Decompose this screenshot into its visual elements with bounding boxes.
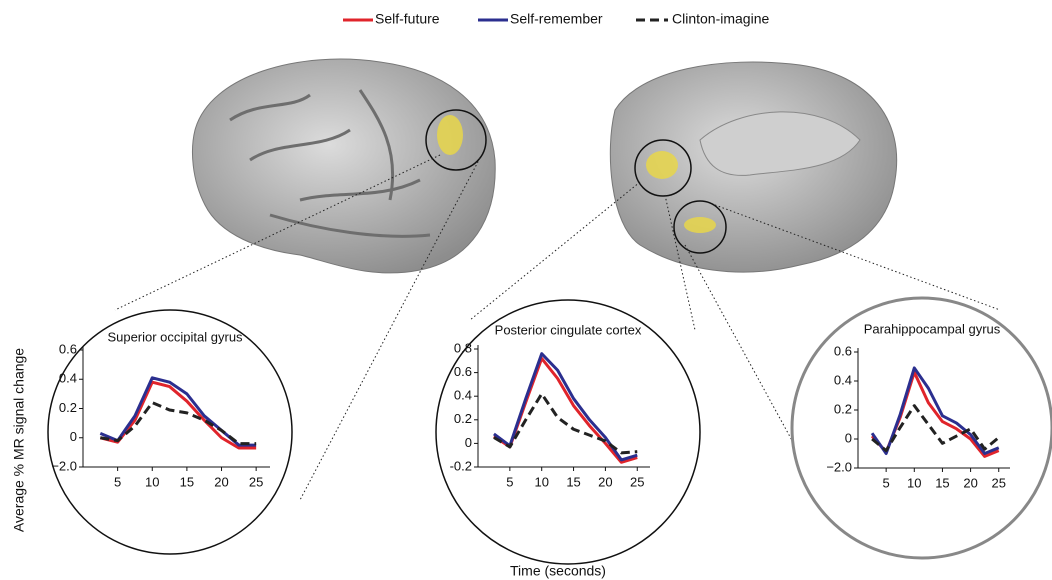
x-tick-label: 15 — [180, 474, 194, 489]
legend-label: Clinton-imagine — [672, 11, 769, 27]
x-tick-label: 10 — [145, 474, 159, 489]
y-tick-label: 0.2 — [454, 411, 472, 426]
x-tick-label: 15 — [935, 475, 949, 490]
y-tick-label: -0.2 — [450, 458, 472, 473]
x-tick-label: 20 — [214, 474, 228, 489]
x-tick-label: 5 — [114, 474, 121, 489]
x-tick-label: 25 — [630, 474, 644, 489]
y-tick-label: 0.6 — [454, 364, 472, 379]
chart-title: Superior occipital gyrus — [107, 329, 243, 344]
x-tick-label: 10 — [534, 474, 548, 489]
x-tick-label: 5 — [506, 474, 513, 489]
y-tick-label: 0.4 — [834, 372, 852, 387]
y-tick-label: 0 — [70, 429, 77, 444]
chart-title: Parahippocampal gyrus — [864, 321, 1001, 336]
x-axis-label: Time (seconds) — [510, 563, 606, 579]
inset-circle — [792, 298, 1052, 558]
chart-title: Posterior cingulate cortex — [495, 322, 642, 337]
brain-lateral — [192, 59, 495, 273]
y-axis-label: Average % MR signal change — [11, 348, 27, 532]
brain-medial — [610, 62, 896, 272]
y-tick-label: 0.6 — [834, 343, 852, 358]
x-tick-label: 20 — [598, 474, 612, 489]
y-tick-label: 0.4 — [454, 388, 472, 403]
legend: Self-future Self-remember Clinton-imagin… — [343, 11, 769, 27]
inset-circle — [436, 300, 700, 564]
y-tick-label: 0.2 — [59, 400, 77, 415]
x-tick-label: 10 — [907, 475, 921, 490]
y-tick-label: −2.0 — [826, 459, 852, 474]
x-tick-label: 5 — [883, 475, 890, 490]
legend-label: Self-future — [375, 11, 440, 27]
y-tick-label: −2.0 — [51, 458, 77, 473]
x-tick-label: 25 — [249, 474, 263, 489]
y-tick-label: 0.8 — [454, 340, 472, 355]
figure: Self-future Self-remember Clinton-imagin… — [0, 0, 1052, 580]
y-tick-label: 0.6 — [59, 341, 77, 356]
legend-label: Self-remember — [510, 11, 603, 27]
x-tick-label: 20 — [963, 475, 977, 490]
y-tick-label: 0 — [465, 435, 472, 450]
x-tick-label: 15 — [566, 474, 580, 489]
y-tick-label: 0.2 — [834, 401, 852, 416]
x-tick-label: 25 — [992, 475, 1006, 490]
inset-circle — [48, 310, 292, 554]
y-tick-label: 0.4 — [59, 371, 77, 386]
y-tick-label: 0 — [845, 430, 852, 445]
